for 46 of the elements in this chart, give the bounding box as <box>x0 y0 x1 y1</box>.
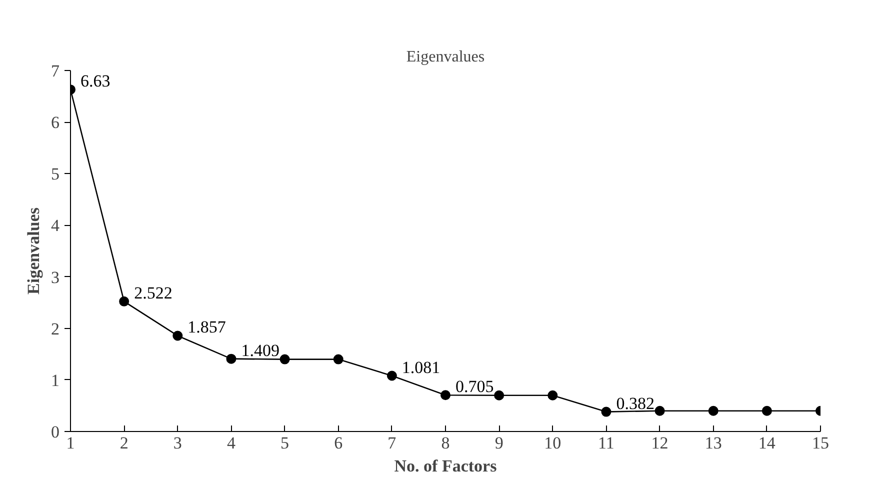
y-tick-label: 6 <box>51 113 60 132</box>
point <box>654 406 665 416</box>
x-tick-label: 14 <box>758 434 776 452</box>
y-axis-title: Eigenvalues <box>24 207 43 294</box>
point <box>494 390 504 400</box>
point <box>601 406 612 417</box>
data-label: 2.522 <box>134 283 172 302</box>
x-tick-label: 12 <box>651 434 668 452</box>
point <box>226 354 236 364</box>
point <box>280 354 290 364</box>
y-tick-label: 2 <box>51 319 60 338</box>
x-tick-label: 3 <box>173 434 182 452</box>
x-tick-label: 2 <box>120 434 128 452</box>
y-tick-label: 3 <box>51 268 60 287</box>
point <box>333 354 344 364</box>
point <box>172 330 183 341</box>
x-tick-label: 9 <box>494 434 504 452</box>
y-tick-label: 7 <box>51 62 60 80</box>
x-tick-label: 10 <box>544 434 562 452</box>
x-tick-label: 11 <box>598 434 614 452</box>
data-label: 1.081 <box>402 358 440 377</box>
point <box>548 390 558 400</box>
data-label: 1.409 <box>241 340 280 360</box>
point <box>762 406 772 416</box>
x-tick-label: 4 <box>226 434 236 452</box>
data-label: 0.705 <box>456 377 494 396</box>
x-tick-label: 7 <box>388 434 397 452</box>
x-tick-label: 1 <box>66 434 75 452</box>
y-tick-label: 1 <box>51 370 60 390</box>
x-tick-label: 5 <box>280 434 290 452</box>
point <box>708 406 718 416</box>
x-tick-label: 6 <box>334 434 343 452</box>
point <box>119 296 130 306</box>
x-axis-title: No. of Factors <box>394 456 498 476</box>
data-label: 0.382 <box>616 394 654 413</box>
x-tick-label: 8 <box>441 434 450 452</box>
point <box>440 390 450 400</box>
data-label: 1.857 <box>188 318 226 337</box>
point <box>386 370 397 381</box>
chart-title: Eigenvalues <box>406 48 485 66</box>
y-tick-label: 4 <box>51 216 60 236</box>
y-tick-label: 5 <box>51 164 60 184</box>
data-label: 6.63 <box>80 72 110 91</box>
y-tick-label: 0 <box>51 422 60 442</box>
x-tick-label: 15 <box>812 434 829 452</box>
x-tick-label: 13 <box>704 434 722 452</box>
